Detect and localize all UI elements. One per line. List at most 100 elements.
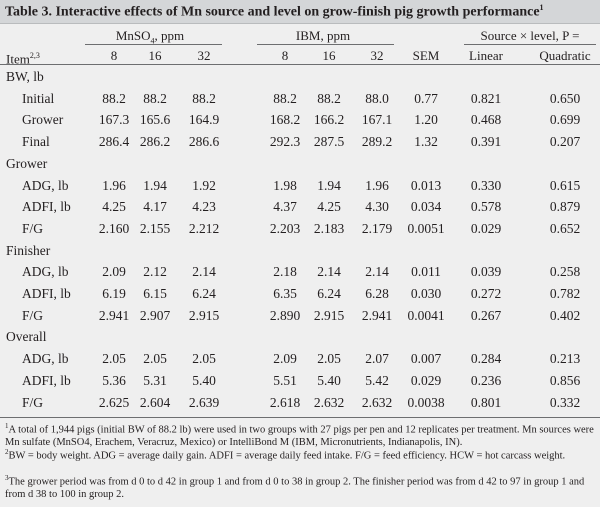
table-cell: 2.941 bbox=[98, 308, 130, 323]
table-cell: 88.2 bbox=[143, 91, 167, 106]
table-cell: 2.915 bbox=[313, 308, 345, 323]
section-label: Grower bbox=[6, 156, 48, 171]
table-cell: 6.24 bbox=[317, 286, 341, 301]
header-mnso4-group: MnSO4, ppm bbox=[115, 28, 185, 46]
table-cell: 88.2 bbox=[273, 91, 297, 106]
table-cell: 286.2 bbox=[139, 134, 171, 149]
row-label: ADFI, lb bbox=[22, 199, 71, 214]
header-pvalue-rule bbox=[464, 44, 596, 45]
table-cell: 0.007 bbox=[410, 351, 442, 366]
table-cell: 0.468 bbox=[470, 112, 502, 127]
table-cell: 2.05 bbox=[317, 351, 341, 366]
section-label: Finisher bbox=[6, 243, 51, 258]
header-pvalue-group: Source × level, P = bbox=[480, 28, 580, 43]
table-cell: 286.4 bbox=[98, 134, 130, 149]
table-cell: 168.2 bbox=[269, 112, 301, 127]
table-cell: 0.402 bbox=[549, 308, 581, 323]
table-cell: 0.652 bbox=[549, 221, 581, 236]
table-cell: 1.32 bbox=[414, 134, 438, 149]
table-cell: 0.039 bbox=[470, 264, 502, 279]
table-cell: 6.28 bbox=[365, 286, 389, 301]
table-cell: 2.604 bbox=[139, 395, 171, 410]
table-cell: 6.19 bbox=[102, 286, 126, 301]
header-quadratic: Quadratic bbox=[539, 48, 591, 63]
header-item: Item2,3 bbox=[6, 51, 40, 67]
table-cell: 0.258 bbox=[549, 264, 581, 279]
table-cell: 0.034 bbox=[410, 199, 442, 214]
table-cell: 5.40 bbox=[317, 373, 341, 388]
table-cell: 88.2 bbox=[192, 91, 216, 106]
section-label: Overall bbox=[6, 329, 47, 344]
table-cell: 1.98 bbox=[273, 178, 297, 193]
header-level-3: 8 bbox=[281, 48, 289, 63]
table-cell: 88.0 bbox=[365, 91, 389, 106]
table-cell: 2.183 bbox=[313, 221, 345, 236]
footnote-2: 2BW = body weight. ADG = average daily g… bbox=[5, 448, 566, 462]
table-cell: 0.615 bbox=[549, 178, 581, 193]
footnote-3: 3The grower period was from d 0 to d 42 … bbox=[5, 474, 585, 500]
header-sem: SEM bbox=[412, 48, 440, 63]
table-cell: 0.213 bbox=[549, 351, 581, 366]
table-cell: 2.212 bbox=[188, 221, 220, 236]
row-label: Final bbox=[22, 134, 50, 149]
table-cell: 4.37 bbox=[273, 199, 297, 214]
table-cell: 2.12 bbox=[143, 264, 167, 279]
table-cell: 4.30 bbox=[365, 199, 389, 214]
table-cell: 0.267 bbox=[470, 308, 502, 323]
table-cell: 88.2 bbox=[317, 91, 341, 106]
header-mnso4-rule bbox=[85, 44, 222, 45]
table-cell: 1.94 bbox=[143, 178, 167, 193]
table-cell: 0.272 bbox=[470, 286, 502, 301]
table-cell: 5.36 bbox=[102, 373, 126, 388]
table-cell: 2.203 bbox=[269, 221, 301, 236]
table-cell: 0.77 bbox=[414, 91, 438, 106]
table-cell: 0.330 bbox=[470, 178, 502, 193]
table-cell: 4.17 bbox=[143, 199, 167, 214]
row-label: ADG, lb bbox=[22, 178, 69, 193]
header-bottom-rule bbox=[0, 64, 600, 65]
table-cell: 2.890 bbox=[269, 308, 301, 323]
table-cell: 4.25 bbox=[317, 199, 341, 214]
table-cell: 287.5 bbox=[313, 134, 345, 149]
row-label: ADG, lb bbox=[22, 351, 69, 366]
table-cell: 2.14 bbox=[365, 264, 389, 279]
table-cell: 167.1 bbox=[361, 112, 393, 127]
table-cell: 2.915 bbox=[188, 308, 220, 323]
table-cell: 6.15 bbox=[143, 286, 167, 301]
table-cell: 0.801 bbox=[470, 395, 502, 410]
table-cell: 0.011 bbox=[411, 264, 441, 279]
header-level-2: 32 bbox=[197, 48, 211, 63]
table-cell: 0.0051 bbox=[407, 221, 445, 236]
table-cell: 4.23 bbox=[192, 199, 216, 214]
table-cell: 2.632 bbox=[361, 395, 393, 410]
row-label: ADFI, lb bbox=[22, 373, 71, 388]
table-cell: 0.013 bbox=[410, 178, 442, 193]
table-cell: 0.0041 bbox=[407, 308, 445, 323]
table-cell: 164.9 bbox=[188, 112, 220, 127]
table-cell: 1.92 bbox=[192, 178, 216, 193]
footnote-1: 1A total of 1,944 pigs (initial BW of 88… bbox=[5, 422, 594, 448]
row-label: Initial bbox=[22, 91, 55, 106]
table-cell: 1.96 bbox=[365, 178, 389, 193]
table-cell: 2.941 bbox=[361, 308, 393, 323]
table-cell: 289.2 bbox=[361, 134, 393, 149]
table-cell: 2.14 bbox=[192, 264, 216, 279]
table-cell: 0.332 bbox=[549, 395, 581, 410]
table-cell: 2.625 bbox=[98, 395, 130, 410]
table-cell: 0.284 bbox=[470, 351, 502, 366]
row-label: F/G bbox=[22, 221, 44, 236]
table-cell: 0.236 bbox=[470, 373, 502, 388]
table-cell: 5.51 bbox=[273, 373, 297, 388]
section-label: BW, lb bbox=[6, 69, 44, 84]
table-cell: 2.14 bbox=[317, 264, 341, 279]
table-cell: 6.24 bbox=[192, 286, 216, 301]
table-cell: 4.25 bbox=[102, 199, 126, 214]
table-cell: 0.782 bbox=[549, 286, 581, 301]
row-label: ADG, lb bbox=[22, 264, 69, 279]
table-cell: 6.35 bbox=[273, 286, 297, 301]
table-cell: 2.18 bbox=[273, 264, 297, 279]
header-level-0: 8 bbox=[110, 48, 118, 63]
table-cell: 5.40 bbox=[192, 373, 216, 388]
table-cell: 0.029 bbox=[470, 221, 502, 236]
table-bottom-rule bbox=[0, 417, 600, 418]
